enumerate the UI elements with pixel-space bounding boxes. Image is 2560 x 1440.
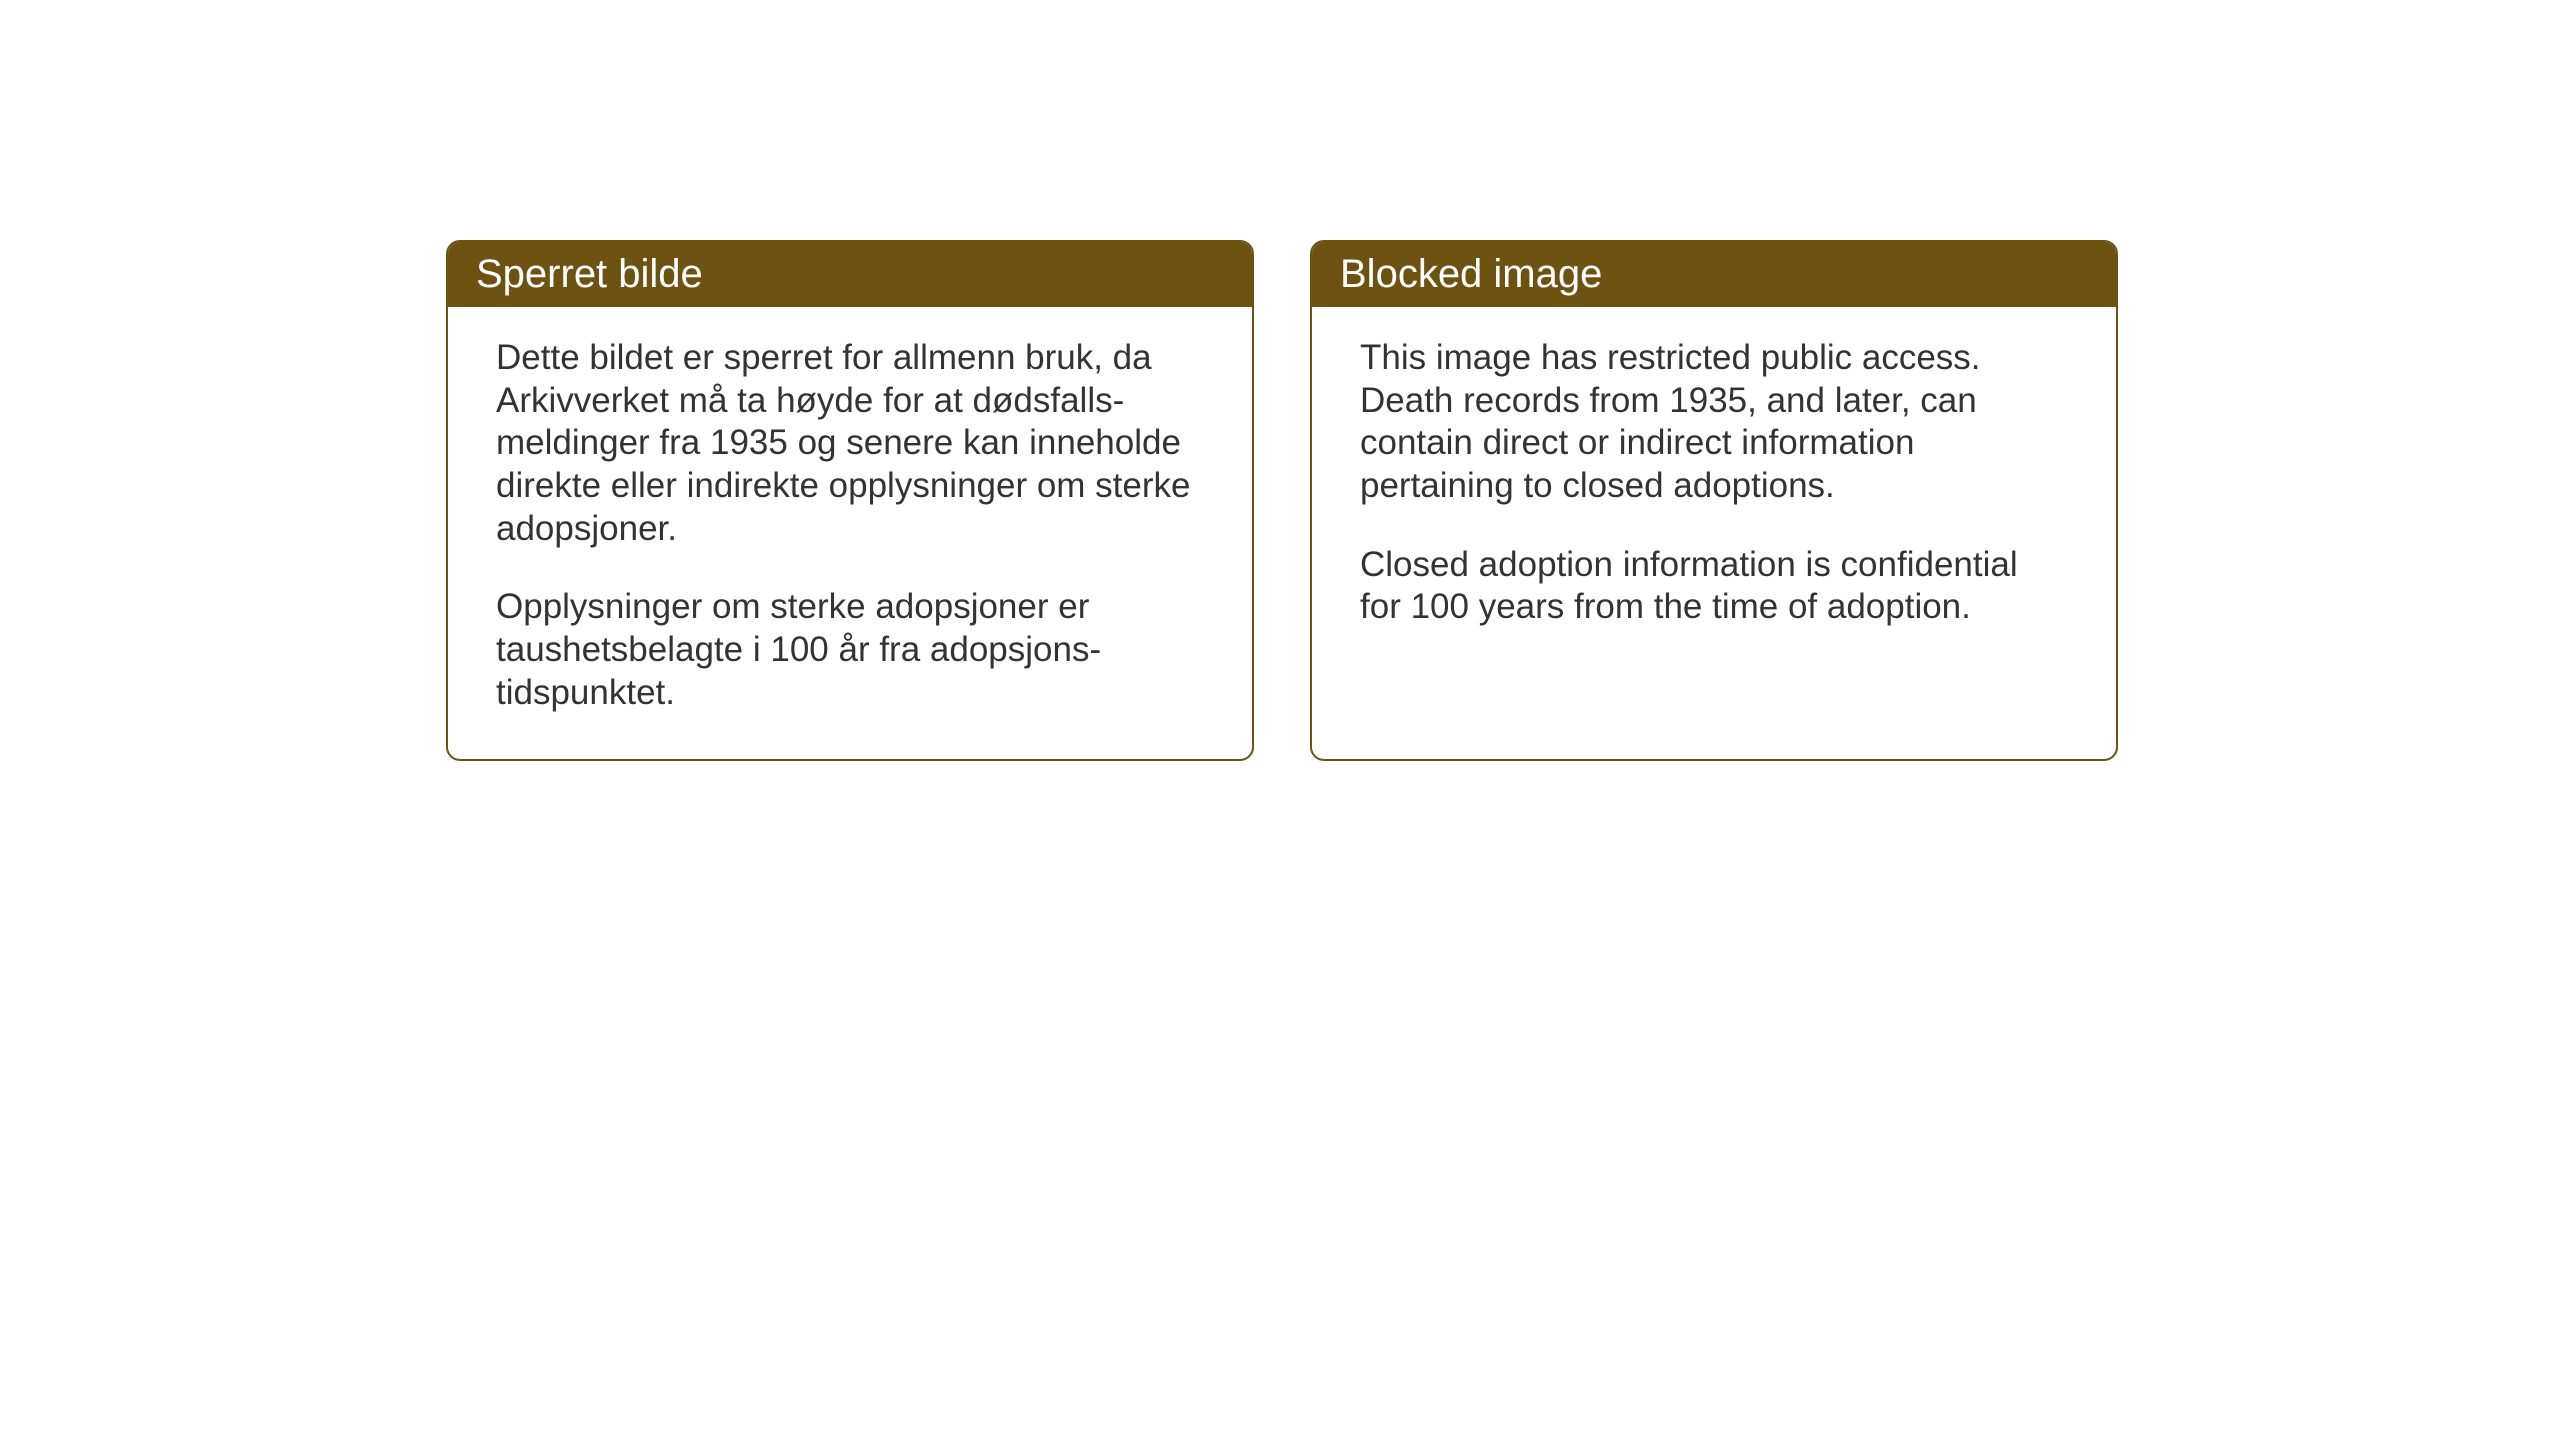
english-paragraph-2: Closed adoption information is confident… (1360, 544, 2068, 629)
english-notice-card: Blocked image This image has restricted … (1310, 240, 2118, 761)
notice-container: Sperret bilde Dette bildet er sperret fo… (446, 240, 2118, 761)
norwegian-notice-card: Sperret bilde Dette bildet er sperret fo… (446, 240, 1254, 761)
english-paragraph-1: This image has restricted public access.… (1360, 337, 2068, 508)
english-card-title: Blocked image (1312, 242, 2116, 307)
norwegian-paragraph-1: Dette bildet er sperret for allmenn bruk… (496, 337, 1204, 550)
norwegian-card-title: Sperret bilde (448, 242, 1252, 307)
english-card-body: This image has restricted public access.… (1312, 307, 2116, 673)
norwegian-paragraph-2: Opplysninger om sterke adopsjoner er tau… (496, 586, 1204, 714)
norwegian-card-body: Dette bildet er sperret for allmenn bruk… (448, 307, 1252, 759)
